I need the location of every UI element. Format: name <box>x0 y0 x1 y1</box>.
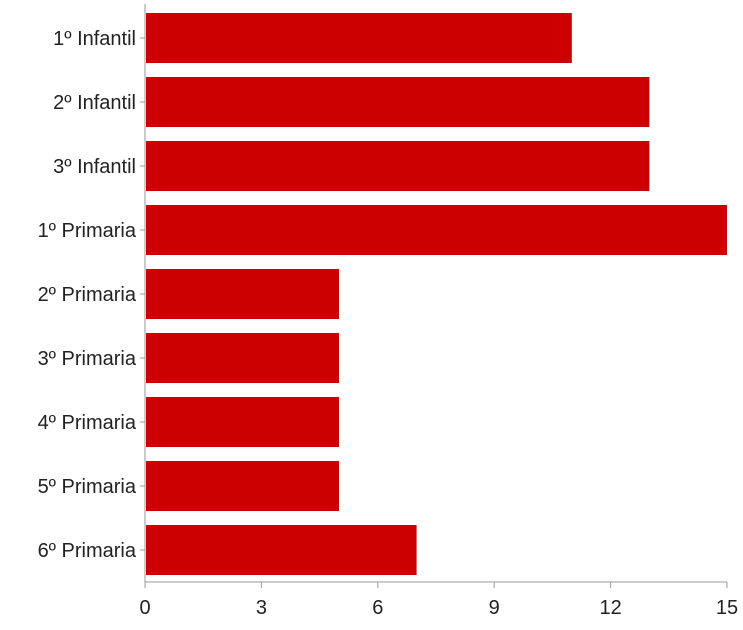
y-tick-label: 2º Infantil <box>53 92 136 114</box>
bar <box>146 461 339 511</box>
bar <box>146 525 417 575</box>
x-tick-label: 15 <box>716 597 738 619</box>
y-tick-label: 6º Primaria <box>38 540 137 562</box>
y-tick-label: 3º Primaria <box>38 348 137 370</box>
y-tick-label: 1º Infantil <box>53 28 136 50</box>
bar <box>146 333 339 383</box>
bar <box>146 205 727 255</box>
bar <box>146 269 339 319</box>
bars-layer <box>146 13 727 575</box>
y-tick-label: 1º Primaria <box>38 220 137 242</box>
x-tick-label: 9 <box>489 597 500 619</box>
x-tick-label: 6 <box>372 597 383 619</box>
bar <box>146 141 649 191</box>
x-tick-label: 3 <box>256 597 267 619</box>
y-tick-label: 2º Primaria <box>38 284 137 306</box>
bar <box>146 13 572 63</box>
y-tick-label: 4º Primaria <box>38 412 137 434</box>
y-tick-label: 5º Primaria <box>38 476 137 498</box>
y-tick-label: 3º Infantil <box>53 156 136 178</box>
x-tick-label: 0 <box>139 597 150 619</box>
bar <box>146 77 649 127</box>
bar <box>146 397 339 447</box>
x-tick-label: 12 <box>599 597 621 619</box>
